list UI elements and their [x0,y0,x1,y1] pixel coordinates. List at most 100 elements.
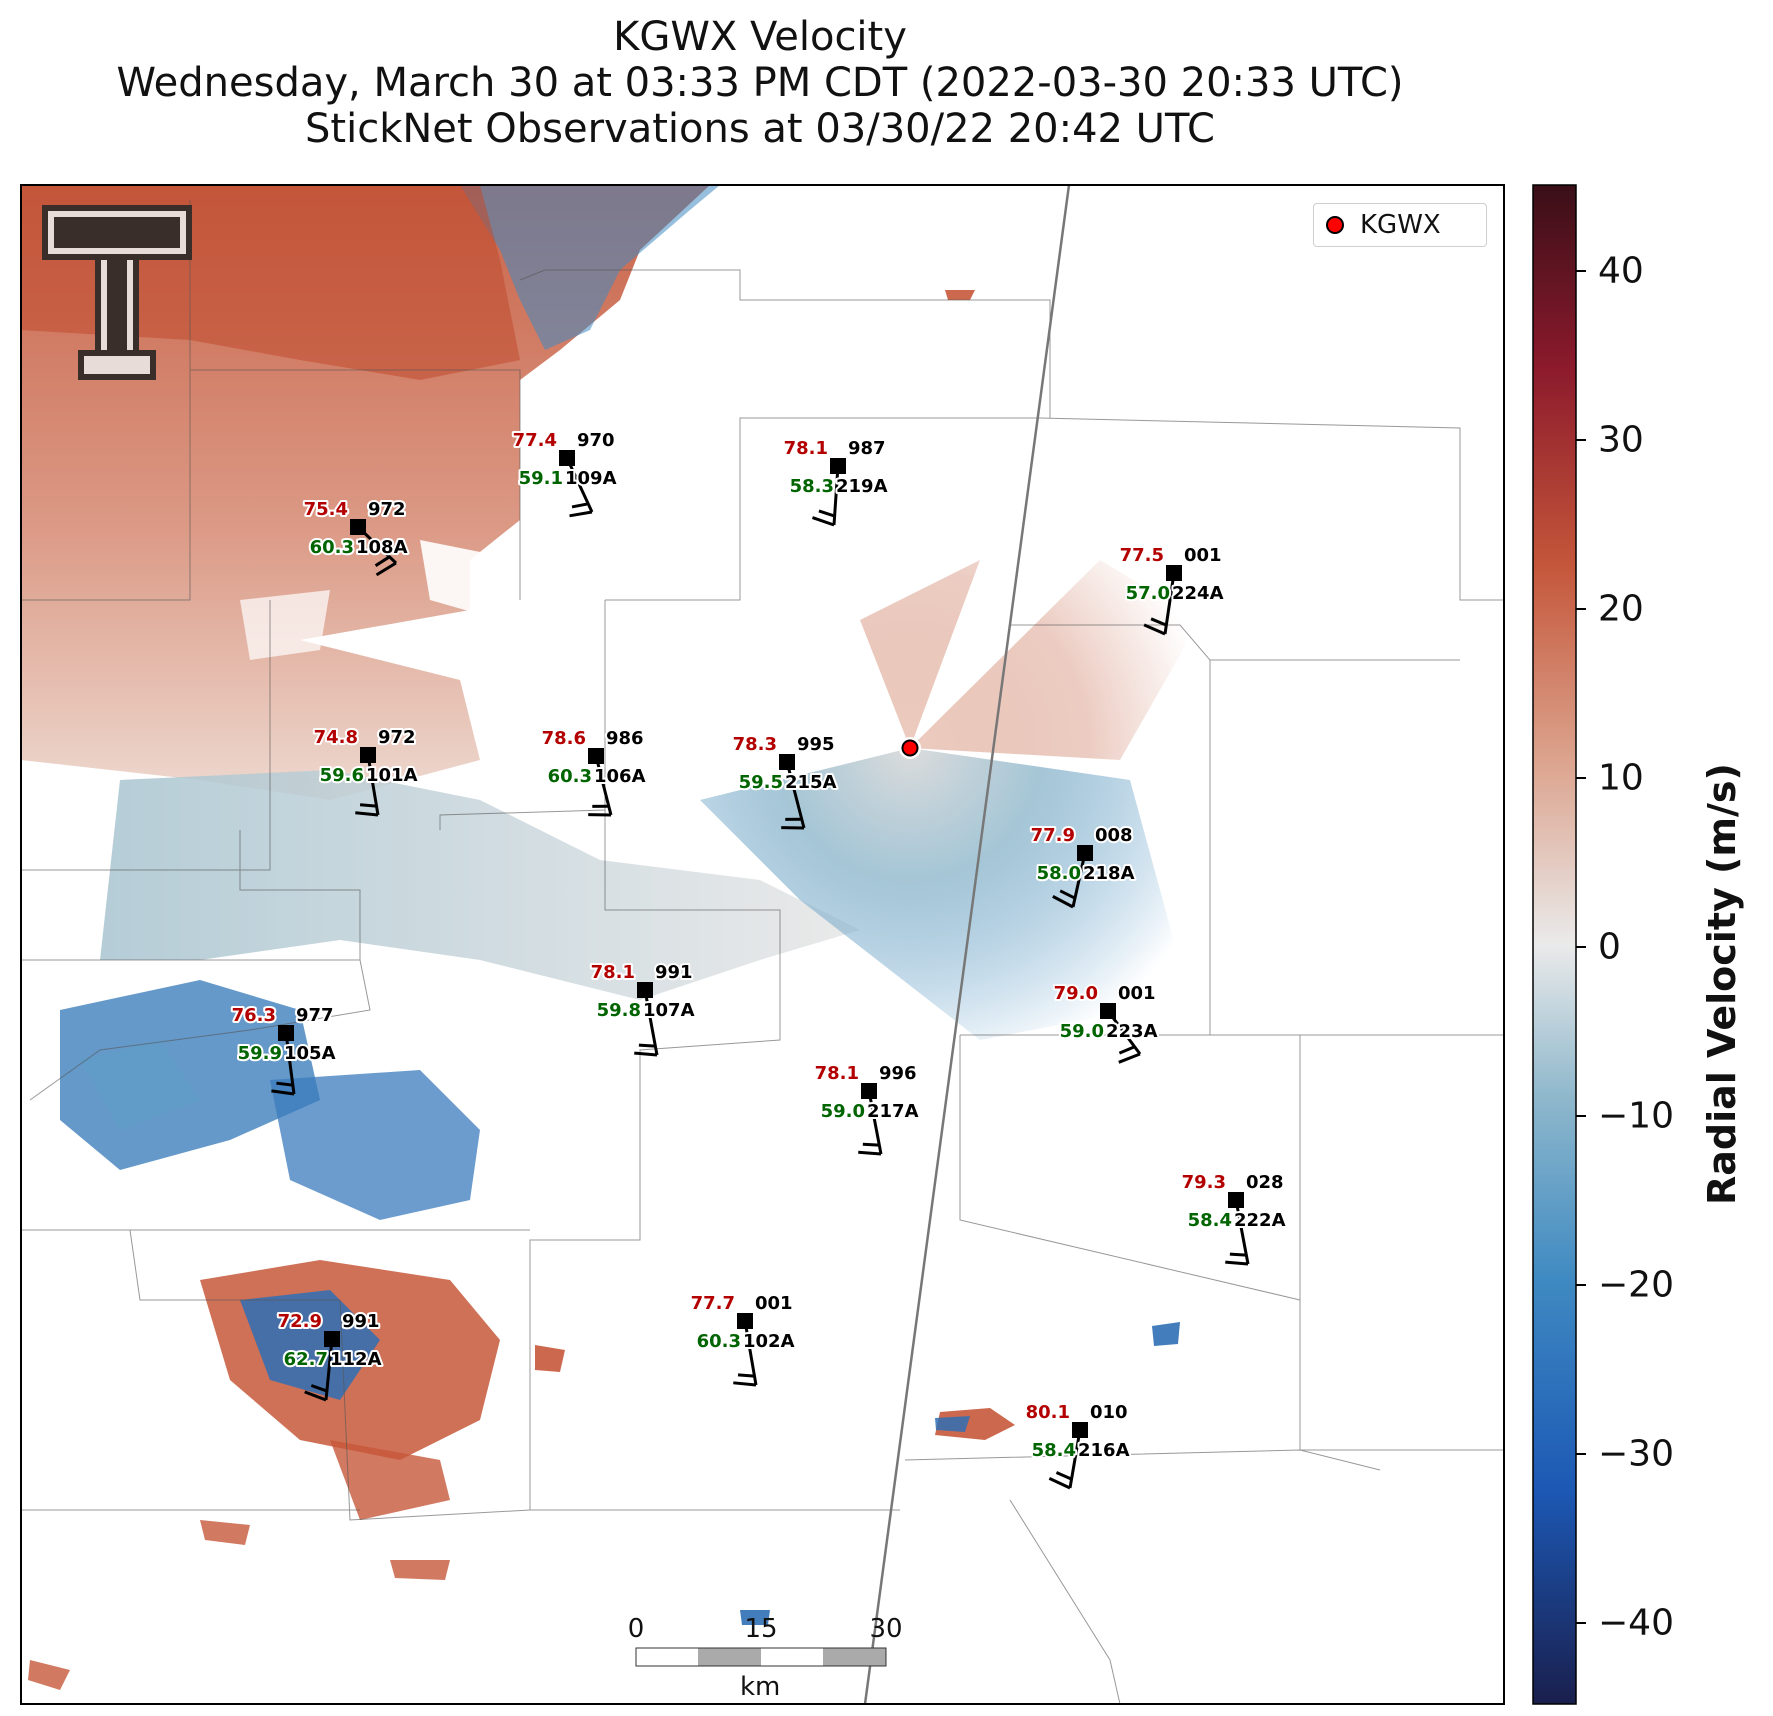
station-plot: 78.3 995 59.5 215A [731,732,839,830]
station-dewpoint: 59.5 [739,772,783,793]
station-temperature: 79.0 [1054,983,1098,1004]
station-id: 218A [1083,863,1135,884]
station-plot: 72.9 991 62.7 112A [276,1309,384,1402]
station-plot: 75.4 972 60.3 108A [302,497,410,577]
colorbar-tick-label: 40 [1598,250,1644,292]
station-temperature: 77.9 [1031,825,1075,846]
title-line-2: Wednesday, March 30 at 03:33 PM CDT (202… [116,60,1404,106]
station-id: 224A [1172,583,1224,604]
station-dewpoint: 60.3 [548,766,592,787]
wind-barb-feather [271,1089,295,1096]
colorbar-ticks [1576,270,1586,1624]
wind-barb-icon [785,761,806,829]
wind-barb-feather [862,1142,880,1147]
station-marker [779,754,795,770]
station-marker [1072,1422,1088,1438]
station-marker [637,982,653,998]
station-marker [350,519,366,535]
station-pressure: 986 [606,728,644,749]
station-dewpoint: 59.8 [597,1000,641,1021]
wind-barb-feather [1118,1045,1136,1055]
wind-barb-feather [569,510,593,518]
station-marker [830,458,846,474]
wind-barb-icon [743,1320,758,1386]
station-plot: 78.1 996 59.0 217A [813,1061,921,1156]
figure-title-block: KGWX Velocity Wednesday, March 30 at 03:… [0,14,1520,152]
wind-barb-feather [634,1051,658,1057]
legend: KGWX [1313,203,1487,247]
velocity-field [21,185,1200,1690]
station-temperature: 75.4 [304,499,348,520]
station-temperature: 74.8 [314,727,358,748]
station-plot: 78.1 987 58.3 219A [782,436,890,527]
colorbar-tick-label: −10 [1598,1095,1674,1137]
station-plot: 77.7 001 60.3 102A [689,1291,797,1387]
station-plot: 76.3 977 59.9 105A [230,1003,338,1096]
station-dewpoint: 58.4 [1032,1440,1076,1461]
station-pressure: 028 [1246,1172,1284,1193]
wind-barb-feather [858,1150,882,1156]
wind-barb-feather [1150,617,1167,627]
station-pressure: 972 [368,499,406,520]
colorbar-tick-label: 20 [1598,588,1644,630]
station-plot: 77.5 001 57.0 224A [1118,543,1226,636]
station-dewpoint: 62.7 [284,1349,328,1370]
station-marker [588,748,604,764]
station-pressure: 972 [378,727,416,748]
station-plot: 78.6 986 60.3 106A [540,726,648,817]
station-temperature: 77.4 [513,430,557,451]
wind-barb-feather [638,1043,656,1048]
station-temperature: 79.3 [1182,1172,1226,1193]
wind-barb-feather [374,555,391,567]
station-id: 112A [330,1349,382,1370]
station-plot: 78.1 991 59.8 107A [589,960,697,1057]
station-plot: 79.3 028 58.4 222A [1180,1170,1288,1266]
station-dewpoint: 58.0 [1037,863,1081,884]
station-pressure: 001 [1184,545,1222,566]
wind-barb-feather [1048,1476,1071,1490]
station-dewpoint: 60.3 [697,1331,741,1352]
wind-barb-feather [310,1384,328,1393]
station-marker [1166,565,1182,581]
wind-barb-feather [571,502,589,509]
station-pressure: 977 [296,1005,334,1026]
colorbar-tick-label: −30 [1598,1433,1674,1475]
station-temperature: 76.3 [232,1005,276,1026]
station-id: 215A [785,772,837,793]
station-pressure: 996 [879,1063,917,1084]
wind-barb-feather [304,1390,327,1402]
station-plot: 77.4 970 59.1 109A [511,428,619,518]
wind-barb-feather [1059,889,1076,900]
scale-bar-label: 30 [869,1614,903,1644]
station-plot: 80.1 010 58.4 216A [1024,1400,1132,1490]
station-dewpoint: 60.3 [310,537,354,558]
colorbar-tick-label: −40 [1598,1602,1674,1644]
wind-barb-feather [818,509,836,518]
wind-barb-feather [811,516,835,527]
station-temperature: 80.1 [1026,1402,1070,1423]
station-id: 109A [565,468,617,489]
station-id: 102A [743,1331,795,1352]
county-borders [21,200,1504,1705]
legend-label: KGWX [1360,210,1441,240]
wind-barb-feather [1052,895,1074,909]
station-dewpoint: 58.4 [1188,1210,1232,1231]
wind-barb-feather [1225,1260,1249,1266]
station-pressure: 970 [577,430,615,451]
station-marker [861,1083,877,1099]
scale-bar-label: 15 [744,1614,778,1644]
station-id: 217A [867,1101,919,1122]
map-frame [20,184,1505,1705]
state-border [863,184,1071,1705]
title-line-3: StickNet Observations at 03/30/22 20:42 … [305,106,1215,152]
station-id: 223A [1106,1021,1158,1042]
station-id: 108A [356,537,408,558]
station-pressure: 995 [797,734,835,755]
station-id: 106A [594,766,646,787]
wind-barb-feather [733,1381,757,1387]
station-marker [278,1025,294,1041]
wind-barb-feather [1143,623,1166,636]
legend-marker-icon [1326,216,1344,234]
wind-barb-feather [737,1373,755,1378]
station-marker [559,450,575,466]
